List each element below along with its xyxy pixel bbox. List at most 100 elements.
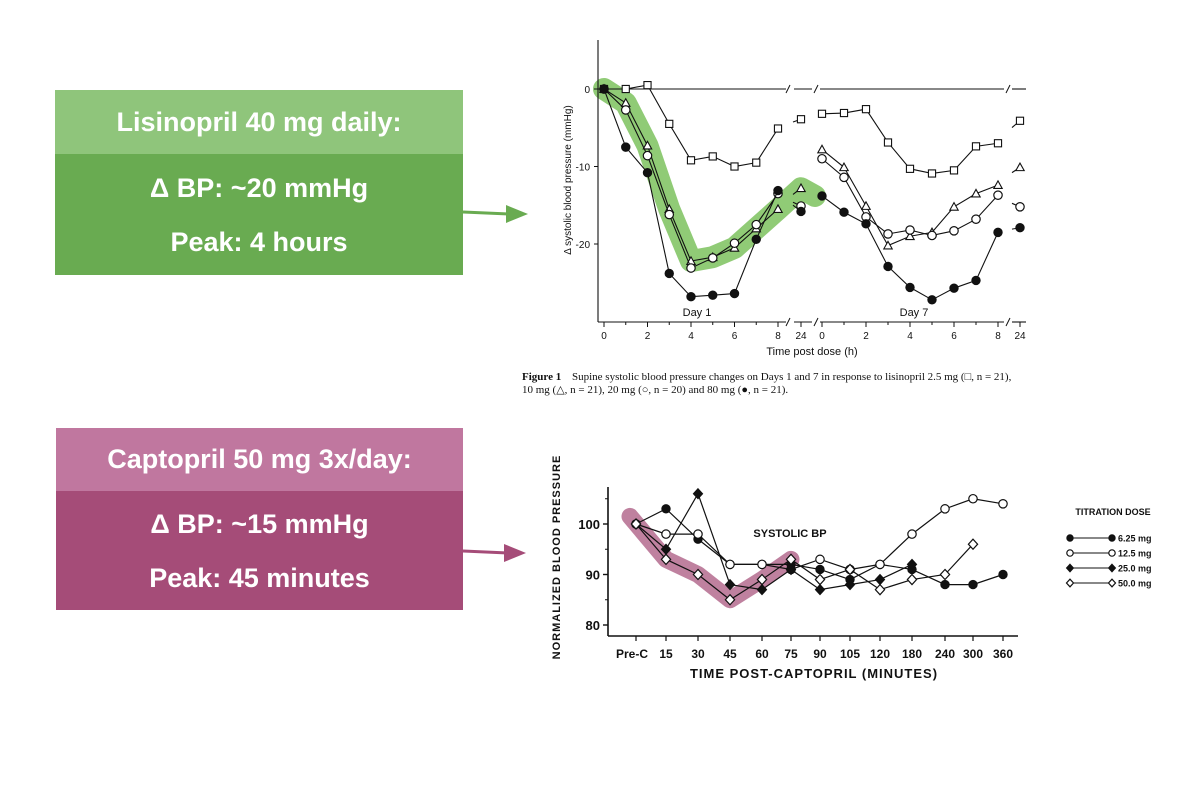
captopril-data-point <box>660 553 672 566</box>
captopril-data-point <box>844 563 856 576</box>
captopril-legend-marker-left <box>1065 563 1075 573</box>
captopril-data-point <box>998 498 1008 509</box>
captopril-data-point <box>875 559 885 570</box>
lisinopril-data-point <box>838 161 850 172</box>
lisinopril-data-point <box>882 240 894 250</box>
captopril-data-point <box>661 504 671 514</box>
lisinopril-data-point <box>664 209 675 220</box>
lisinopril-day7-label: Day 7 <box>900 307 929 319</box>
captopril-data-point <box>630 518 642 530</box>
captopril-data-point <box>940 504 950 514</box>
lisinopril-series-day1-10mg <box>598 83 807 265</box>
lisinopril-data-point <box>971 214 981 224</box>
captopril-data-point <box>907 529 917 539</box>
lisinopril-data-point <box>927 169 937 178</box>
captopril-legend-label: 50.0 mg <box>1118 579 1152 589</box>
lisinopril-data-point <box>949 166 959 175</box>
lisinopril-details: Δ BP: ~20 mmHg Peak: 4 hours <box>55 154 463 275</box>
lisinopril-data-point <box>751 234 761 245</box>
captopril-data-point <box>815 554 825 565</box>
figure-caption-line1: Supine systolic blood pressure changes o… <box>572 371 1012 383</box>
lisinopril-data-point <box>642 140 653 150</box>
lisinopril-data-point <box>707 253 718 263</box>
captopril-chart: 80 90 100 Pre-C 15 30 45 60 75 90 105 120 180 240 300 3… <box>551 455 1152 681</box>
lisinopril-data-point <box>620 105 631 115</box>
figure-caption-label: Figure 1 <box>522 371 561 383</box>
lisinopril-data-point <box>817 191 827 201</box>
captopril-legend-item: 25.0 mg <box>1065 563 1152 574</box>
lisinopril-series-day7-25mg <box>817 105 1025 178</box>
lisinopril-y-tick-label: -20 <box>576 240 591 251</box>
captopril-x-tick-label: 75 <box>784 647 798 661</box>
lisinopril-data-point <box>729 238 740 249</box>
lisinopril-data-point <box>905 282 915 293</box>
captopril-data-point <box>844 578 856 591</box>
lisinopril-data-point <box>861 105 871 114</box>
lisinopril-x-tick-label-day7: 4 <box>907 331 913 342</box>
lisinopril-data-point <box>993 139 1003 148</box>
lisinopril-series-line <box>821 108 999 175</box>
lisinopril-data-point-24h <box>1015 202 1025 212</box>
captopril-data-point <box>815 564 825 575</box>
lisinopril-axis-break <box>785 317 791 327</box>
captopril-y-tick-label: 100 <box>578 517 600 532</box>
lisinopril-data-point <box>686 263 696 273</box>
figure-caption-line2: 10 mg (△, n = 21), 20 mg (○, n = 20) and… <box>522 384 788 396</box>
lisinopril-series-day7-10mg <box>816 144 1026 250</box>
lisinopril-x-tick-label-day1: 6 <box>732 331 738 342</box>
lisinopril-x-tick-label-day7: 2 <box>863 331 869 342</box>
lisinopril-data-point <box>642 168 653 178</box>
captopril-x-tick-label: 90 <box>813 647 827 661</box>
lisinopril-x-tick-label-day7: 6 <box>951 331 957 342</box>
lisinopril-data-point <box>839 207 849 217</box>
lisinopril-x-tick-label-day1: 2 <box>645 331 651 342</box>
lisinopril-data-point <box>883 138 893 147</box>
lisinopril-data-point <box>708 290 718 300</box>
captopril-legend-item: 12.5 mg <box>1066 549 1152 559</box>
captopril-axes: 80 90 100 Pre-C 15 30 45 60 75 90 105 120 180 240 300 3… <box>578 487 1018 661</box>
captopril-legend-marker-right <box>1107 563 1117 573</box>
captopril-series-line <box>635 523 974 601</box>
captopril-data-point <box>692 487 704 500</box>
captopril-peak: Peak: 45 minutes <box>149 562 370 593</box>
lisinopril-day1-label: Day 1 <box>683 307 712 319</box>
captopril-x-tick-label: 180 <box>902 647 922 661</box>
lisinopril-y-axis-label-text: Δ systolic blood pressure (mmHg) <box>563 105 574 255</box>
captopril-y-tick-label: 90 <box>586 568 600 583</box>
lisinopril-data-point-24h <box>1015 116 1025 125</box>
lisinopril-data-point <box>905 225 915 235</box>
lisinopril-data-point <box>970 188 982 198</box>
captopril-series-line <box>635 492 913 591</box>
lisinopril-data-point <box>751 219 762 230</box>
lisinopril-x-tick-label-day1: 4 <box>688 331 694 342</box>
lisinopril-data-point <box>839 172 849 183</box>
lisinopril-data-point <box>643 81 652 90</box>
captopril-title: Captopril 50 mg 3x/day: <box>56 428 463 491</box>
captopril-y-tick-label: 80 <box>586 618 600 633</box>
lisinopril-data-point <box>621 84 630 94</box>
lisinopril-data-point <box>730 162 739 171</box>
captopril-data-point <box>724 593 736 606</box>
captopril-legend-item: 6.25 mg <box>1066 534 1152 544</box>
lisinopril-axis-break <box>785 84 791 94</box>
lisinopril-data-point-24h <box>1015 223 1025 233</box>
lisinopril-data-point <box>817 153 827 164</box>
captopril-data-point <box>939 568 951 581</box>
captopril-x-tick-label: 300 <box>963 647 983 661</box>
captopril-callout: Captopril 50 mg 3x/day: Δ BP: ~15 mmHg P… <box>56 428 463 610</box>
lisinopril-highlight-path <box>593 78 826 273</box>
lisinopril-data-point <box>729 288 740 299</box>
captopril-data-point <box>725 559 735 570</box>
captopril-data-point <box>874 583 886 596</box>
captopril-legend-title: TITRATION DOSE <box>1075 507 1150 517</box>
lisinopril-data-point <box>817 109 827 118</box>
lisinopril-data-point <box>993 227 1003 238</box>
lisinopril-title: Lisinopril 40 mg daily: <box>55 90 463 154</box>
captopril-data-point <box>874 573 886 586</box>
lisinopril-data-point <box>992 179 1004 190</box>
lisinopril-callout: Lisinopril 40 mg daily: Δ BP: ~20 mmHg P… <box>55 90 463 275</box>
lisinopril-data-point <box>993 190 1003 200</box>
captopril-data-point <box>968 579 978 590</box>
lisinopril-chart: 0-10-200 2 4 6 8 0 2 4 6 824 24 Δ systolic blood p… <box>522 40 1026 396</box>
captopril-series <box>630 487 1008 606</box>
